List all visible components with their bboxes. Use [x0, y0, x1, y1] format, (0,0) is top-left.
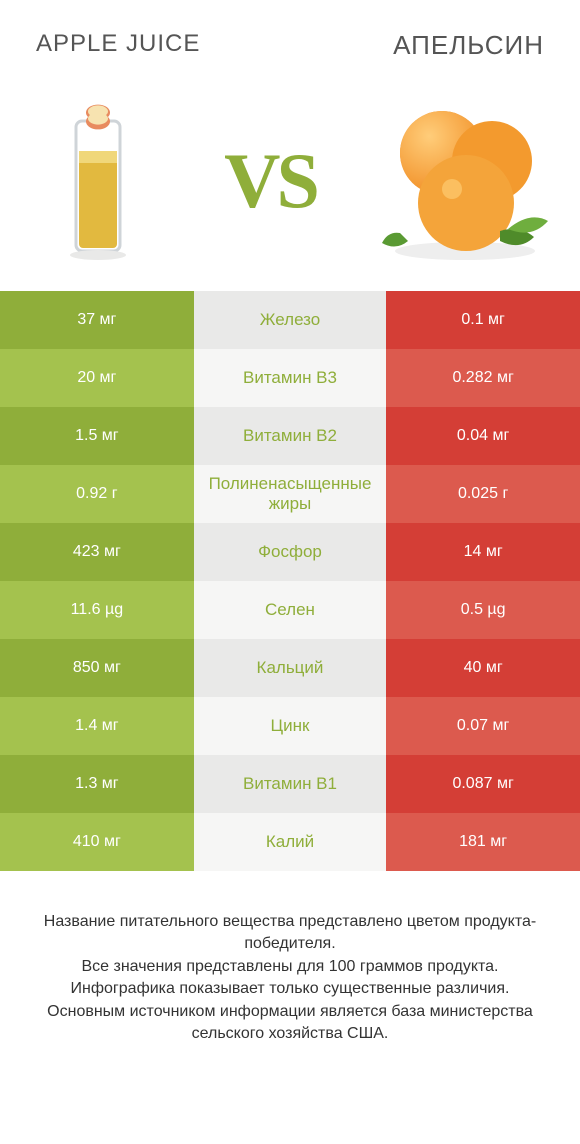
footer-line: Название питательного вещества представл… — [24, 911, 556, 956]
footer-line: Инфографика показывает только существенн… — [24, 978, 556, 1000]
value-right: 0.087 мг — [386, 755, 580, 813]
value-left: 410 мг — [0, 813, 194, 871]
nutrient-label: Цинк — [194, 697, 387, 755]
table-row: 850 мгКальций40 мг — [0, 639, 580, 697]
value-left: 1.4 мг — [0, 697, 194, 755]
value-right: 40 мг — [386, 639, 580, 697]
table-row: 20 мгВитамин B30.282 мг — [0, 349, 580, 407]
value-right: 0.04 мг — [386, 407, 580, 465]
title-left: Apple juice — [36, 30, 200, 58]
table-row: 423 мгФосфор14 мг — [0, 523, 580, 581]
value-right: 181 мг — [386, 813, 580, 871]
value-right: 14 мг — [386, 523, 580, 581]
table-row: 1.3 мгВитамин B10.087 мг — [0, 755, 580, 813]
table-row: 37 мгЖелезо0.1 мг — [0, 291, 580, 349]
footer-notes: Название питательного вещества представл… — [0, 871, 580, 1045]
nutrient-label: Витамин B3 — [194, 349, 387, 407]
value-right: 0.282 мг — [386, 349, 580, 407]
value-left: 0.92 г — [0, 465, 194, 523]
hero-row: VS — [0, 61, 580, 291]
table-row: 410 мгКалий181 мг — [0, 813, 580, 871]
table-row: 0.92 гПолиненасыщенные жиры0.025 г — [0, 465, 580, 523]
nutrient-label: Железо — [194, 291, 387, 349]
nutrient-label: Кальций — [194, 639, 387, 697]
value-left: 20 мг — [0, 349, 194, 407]
value-left: 1.5 мг — [0, 407, 194, 465]
nutrient-label: Витамин B1 — [194, 755, 387, 813]
value-left: 1.3 мг — [0, 755, 194, 813]
header: Apple juice АПЕЛЬСИН — [0, 0, 580, 61]
comparison-table: 37 мгЖелезо0.1 мг20 мгВитамин B30.282 мг… — [0, 291, 580, 871]
value-right: 0.07 мг — [386, 697, 580, 755]
table-row: 11.6 µgСелен0.5 µg — [0, 581, 580, 639]
nutrient-label: Фосфор — [194, 523, 387, 581]
footer-line: Основным источником информации является … — [24, 1001, 556, 1046]
footer-line: Все значения представлены для 100 граммо… — [24, 956, 556, 978]
vs-label: VS — [224, 136, 316, 226]
table-row: 1.4 мгЦинк0.07 мг — [0, 697, 580, 755]
value-right: 0.1 мг — [386, 291, 580, 349]
value-left: 850 мг — [0, 639, 194, 697]
value-right: 0.025 г — [386, 465, 580, 523]
value-left: 37 мг — [0, 291, 194, 349]
apple-juice-icon — [30, 91, 160, 271]
value-left: 423 мг — [0, 523, 194, 581]
value-right: 0.5 µg — [386, 581, 580, 639]
orange-icon — [380, 91, 550, 271]
nutrient-label: Селен — [194, 581, 387, 639]
nutrient-label: Полиненасыщенные жиры — [194, 465, 387, 523]
nutrient-label: Калий — [194, 813, 387, 871]
table-row: 1.5 мгВитамин B20.04 мг — [0, 407, 580, 465]
title-right: АПЕЛЬСИН — [393, 30, 544, 61]
nutrient-label: Витамин B2 — [194, 407, 387, 465]
value-left: 11.6 µg — [0, 581, 194, 639]
